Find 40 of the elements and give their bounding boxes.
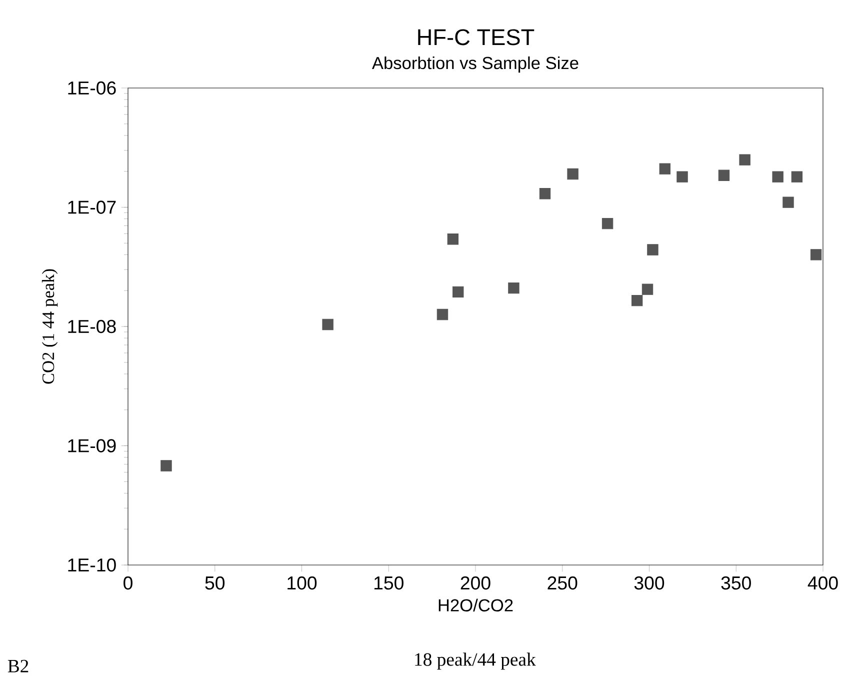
point	[631, 294, 643, 306]
chart-subtitle: Absorbtion vs Sample Size	[372, 56, 578, 73]
point	[567, 168, 578, 180]
point	[602, 218, 614, 230]
y-tick-label: 1E-09	[68, 439, 116, 452]
point	[659, 163, 670, 174]
point	[718, 170, 730, 181]
point	[676, 171, 688, 182]
point	[642, 284, 654, 295]
point	[322, 318, 334, 330]
point	[782, 196, 794, 208]
point	[452, 286, 464, 298]
x-tick-label: 400	[808, 576, 838, 590]
x-tick-label: 150	[374, 576, 404, 590]
point	[436, 308, 448, 320]
x-tick-label: 200	[460, 576, 490, 590]
text: B2	[8, 660, 28, 672]
x-tick-label: 50	[205, 576, 225, 590]
point	[739, 154, 750, 166]
x-tick-label: 0	[124, 576, 132, 590]
text: 18 peak/44 peak	[415, 652, 536, 670]
x-axis-title: H2O/CO2	[438, 598, 513, 612]
y-tick-label: 1E-08	[68, 320, 116, 334]
chart-title: HF-C TEST	[418, 29, 534, 46]
x-tick-label: 250	[548, 576, 578, 590]
point	[508, 282, 520, 294]
point	[160, 460, 172, 472]
y-tick-label: 1E-06	[68, 81, 116, 95]
x-tick-label: 300	[634, 576, 664, 590]
y-tick-label: 1E-07	[68, 200, 116, 214]
point	[772, 171, 784, 182]
x-tick-label: 350	[721, 576, 751, 590]
point	[539, 188, 551, 200]
y-axis-title: CO2 (1 44 peak)	[42, 269, 58, 384]
point	[447, 234, 459, 245]
point	[647, 244, 658, 256]
point	[810, 249, 822, 260]
y-tick-label: 1E-10	[68, 558, 116, 572]
point	[791, 171, 803, 182]
x-tick-label: 100	[288, 576, 317, 590]
